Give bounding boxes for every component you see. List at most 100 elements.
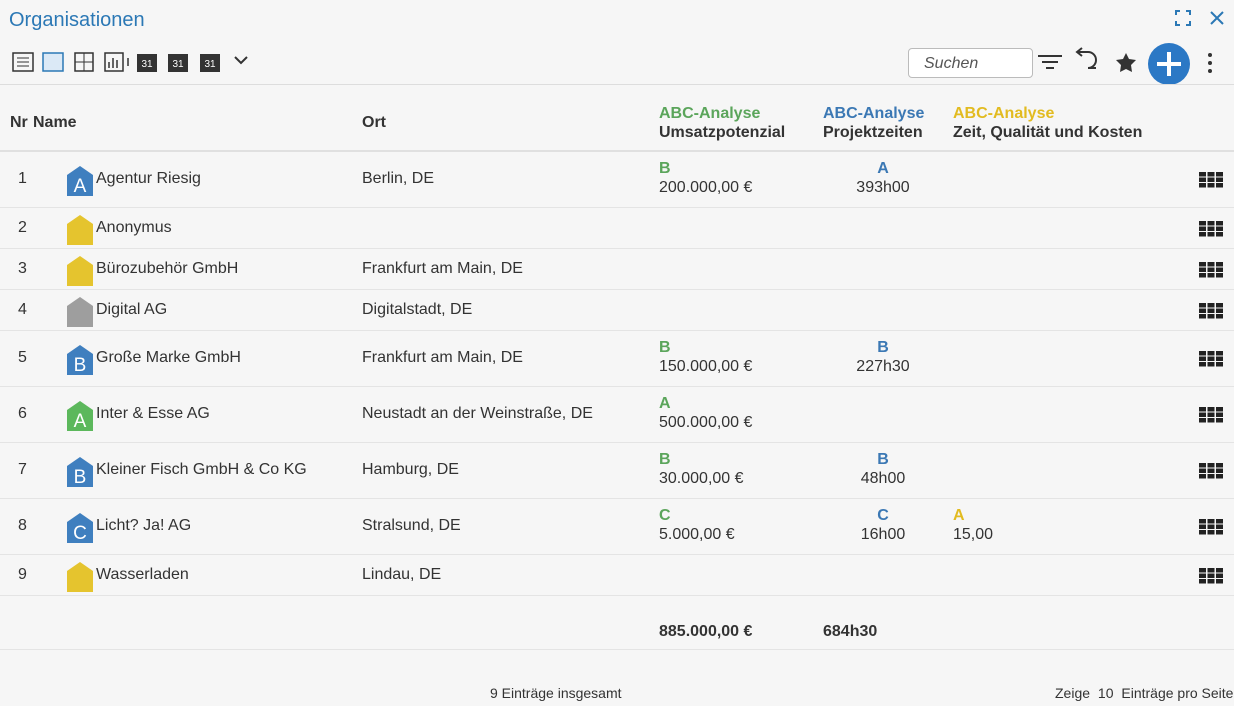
row-nr: 5 [18,349,27,366]
table-row[interactable]: 6 A Inter & Esse AG Neustadt an der Weinstr… [0,387,1234,443]
badge: B [67,457,93,488]
row-menu[interactable] [1199,261,1223,278]
abc-value: 393h00 [856,179,910,196]
footer-total: 9 Einträge insgesamt [490,685,622,701]
abc-value: 150.000,00 € [659,358,753,375]
page-title: Organisationen [9,9,145,31]
table-row[interactable]: 3 Bürozubehör GmbH Frankfurt am Main, DE [0,249,1234,290]
footer-suffix: Einträge pro Seite [1121,685,1234,701]
badge-letter: B [74,355,87,376]
row-ort: Stralsund, DE [362,517,461,534]
row-name: Kleiner Fisch GmbH & Co KG [96,461,307,478]
action-toolbar[interactable] [1036,40,1226,90]
col-nr: Nr [10,114,28,131]
badge: C [67,513,93,544]
divider [0,150,1234,152]
row-name: Licht? Ja! AG [96,517,192,534]
abc-value: 30.000,00 € [659,470,744,487]
view-toolbar[interactable]: 31 31 31 [12,50,262,76]
badge-letter: C [73,523,87,544]
table-row[interactable]: 9 Wasserladen Lindau, DE [0,555,1234,596]
window-controls[interactable] [1174,9,1226,29]
col-abc-subtitle: Umsatzpotenzial [659,124,786,141]
table-row[interactable]: 7 B Kleiner Fisch GmbH & Co KG Hamburg, DE B… [0,443,1234,499]
row-name: Wasserladen [96,565,189,583]
row-menu[interactable] [1199,351,1223,367]
badge-shape [67,296,93,327]
badge [67,255,93,286]
abc-value: 5.000,00 € [659,526,735,543]
abc-class: A [877,160,889,177]
total-value: 684h30 [823,623,878,640]
row-nr: 7 [18,461,27,478]
badge-shape [67,166,93,196]
footer-per-page[interactable]: 10 [1097,685,1114,701]
badge-letter: B [74,467,87,488]
abc-class: B [659,451,671,468]
row-menu[interactable] [1199,172,1223,188]
abc-class: B [659,339,671,356]
col-abc-title: ABC-Analyse [823,105,925,122]
row-ort: Digitalstadt, DE [362,300,473,318]
row-ort: Frankfurt am Main, DE [362,349,523,366]
row-name: Agentur Riesig [96,170,201,187]
badge: A [67,166,93,197]
row-name: Große Marke GmbH [96,349,241,366]
row-name: Bürozubehör GmbH [96,259,239,277]
table-row[interactable]: 5 B Große Marke GmbH Frankfurt am Main, DE B… [0,331,1234,387]
row-nr: 2 [18,218,27,236]
total-value: 885.000,00 € [659,623,753,640]
col-ort: Ort [362,114,386,131]
abc-value: 16h00 [860,526,906,543]
row-name: Anonymus [96,218,172,236]
badge [67,296,93,327]
row-menu[interactable] [1199,567,1223,584]
table-row[interactable]: 4 Digital AG Digitalstadt, DE [0,290,1234,331]
badge: A [67,401,93,432]
table-row[interactable]: 2 Anonymus [0,208,1234,249]
footer-show: Zeige [1055,685,1091,701]
row-nr: 6 [18,405,27,422]
badge-shape [67,214,93,245]
abc-class: C [877,507,889,524]
badge-shape [67,345,93,375]
row-menu[interactable] [1199,407,1223,423]
row-menu[interactable] [1199,463,1223,479]
calendar-label: 31 [172,59,184,70]
col-abc-title: ABC-Analyse [953,105,1055,122]
badge [67,214,93,245]
row-ort: Hamburg, DE [362,461,459,478]
row-menu[interactable] [1199,302,1223,319]
col-abc-subtitle: Zeit, Qualität und Kosten [953,124,1143,141]
row-ort: Neustadt an der Weinstraße, DE [362,405,593,422]
search-box[interactable]: Suchen [908,48,1033,78]
row-ort: Lindau, DE [362,565,442,583]
abc-class: A [659,395,671,412]
badge-letter: A [74,411,87,432]
abc-value: 15,00 [953,526,994,543]
row-nr: 4 [18,300,27,318]
badge-shape [67,513,93,543]
abc-value: 500.000,00 € [659,414,753,431]
abc-class: C [659,507,671,524]
row-name: Digital AG [96,300,168,318]
row-nr: 9 [18,565,27,583]
badge: B [67,345,93,376]
calendar-label: 31 [204,59,216,70]
badge-letter: A [74,176,87,197]
divider [0,84,1234,85]
row-menu[interactable] [1199,220,1223,237]
abc-class: B [877,451,889,468]
row-ort: Berlin, DE [362,170,435,187]
badge-shape [67,255,93,286]
table-row[interactable]: 1 A Agentur Riesig Berlin, DE B 200.000,00 € A… [0,152,1234,208]
badge-shape [67,457,93,487]
calendar-label: 31 [141,59,153,70]
totals-row: 885.000,00 € 684h30 [0,596,1234,650]
abc-value: 48h00 [860,470,906,487]
table-row[interactable]: 8 C Licht? Ja! AG Stralsund, DE C 5.000,00 € C… [0,499,1234,555]
abc-value: 200.000,00 € [659,179,753,196]
row-menu[interactable] [1199,519,1223,535]
row-ort: Frankfurt am Main, DE [362,259,523,277]
